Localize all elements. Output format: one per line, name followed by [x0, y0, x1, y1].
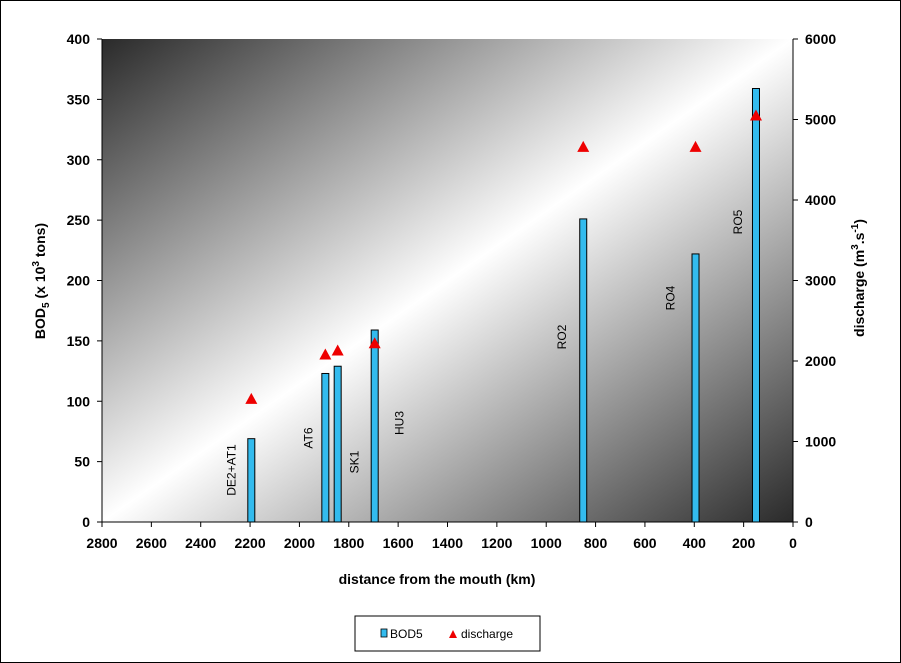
- axes-lines: [101, 39, 794, 523]
- x-tick-label: 2200: [234, 535, 265, 551]
- x-tick-label: 2000: [284, 535, 315, 551]
- legend-label-bod5: BOD5: [390, 627, 423, 641]
- bar-labels: DE2+AT1 AT6 SK1 HU3 RO2 RO4 RO5: [224, 209, 745, 495]
- x-axis-title: distance from the mouth (km): [339, 571, 536, 587]
- right-y-tick-label: 4000: [805, 192, 836, 208]
- right-y-tick-label: 3000: [805, 273, 836, 289]
- right-y-axis-title: discharge (m3.s-1): [850, 219, 867, 337]
- x-tick-label: 400: [683, 535, 707, 551]
- bar-label: RO5: [731, 209, 745, 234]
- discharge-marker: [577, 140, 590, 152]
- left-y-tick-label: 150: [67, 333, 91, 349]
- x-tick-label: 200: [732, 535, 756, 551]
- x-tick-label: 2800: [86, 535, 117, 551]
- left-y-tick-label: 50: [74, 454, 90, 470]
- legend-swatch-bod5: [380, 628, 388, 638]
- legend: BOD5 discharge: [354, 615, 541, 652]
- bar-at6: [321, 372, 330, 523]
- x-tick-label: 0: [789, 535, 797, 551]
- bar-ro2: [579, 218, 588, 523]
- x-tick-label: 1400: [432, 535, 463, 551]
- right-y-tick-label: 2000: [805, 353, 836, 369]
- x-tick-label: 1200: [481, 535, 512, 551]
- bar-hu3: [370, 329, 379, 523]
- left-y-tick-label: 200: [67, 273, 91, 289]
- right-y-tick-label: 5000: [805, 112, 836, 128]
- right-y-tick-label: 6000: [805, 31, 836, 47]
- bar-label: DE2+AT1: [224, 444, 238, 496]
- x-axis-ticks: 2800 2600 2400 2200 2000 1800 1600 1400 1200 1000…: [86, 522, 797, 551]
- left-y-axis-ticks: 0 50 100 150 200 250 300 350 400: [67, 31, 102, 530]
- legend-label-discharge: discharge: [461, 627, 513, 641]
- plot-area: [102, 39, 793, 522]
- discharge-marker: [245, 392, 258, 404]
- left-y-tick-label: 100: [67, 393, 91, 409]
- x-tick-label: 2400: [185, 535, 216, 551]
- x-tick-label: 1800: [333, 535, 364, 551]
- discharge-marker: [368, 337, 381, 349]
- x-tick-label: 600: [633, 535, 657, 551]
- x-tick-label: 1600: [383, 535, 414, 551]
- bar-ro5: [751, 88, 760, 523]
- discharge-marker: [331, 344, 344, 356]
- right-y-axis-ticks: 0 1000 2000 3000 4000 5000 6000: [793, 31, 836, 530]
- discharge-marker: [749, 109, 762, 121]
- left-y-tick-label: 400: [67, 31, 91, 47]
- left-y-tick-label: 250: [67, 212, 91, 228]
- x-tick-label: 2600: [136, 535, 167, 551]
- bar-label: SK1: [348, 450, 362, 473]
- bar-sk1: [333, 365, 342, 523]
- bar-label: RO2: [555, 324, 569, 349]
- bar-label: AT6: [301, 427, 315, 448]
- legend-swatch-discharge: [449, 630, 457, 638]
- left-y-tick-label: 300: [67, 152, 91, 168]
- discharge-marker: [689, 140, 702, 152]
- left-y-axis-title: BOD5 (x 103 tons): [31, 223, 52, 339]
- left-y-tick-label: 0: [82, 514, 90, 530]
- bar-label: HU3: [393, 411, 407, 435]
- discharge-marker: [319, 348, 332, 360]
- discharge-markers: [245, 109, 762, 404]
- x-tick-label: 800: [584, 535, 608, 551]
- bar-de2-at1: [247, 438, 256, 523]
- x-tick-label: 1000: [531, 535, 562, 551]
- right-y-tick-label: 1000: [805, 434, 836, 450]
- bar-ro4: [691, 253, 700, 523]
- right-y-tick-label: 0: [805, 514, 813, 530]
- left-y-tick-label: 350: [67, 91, 91, 107]
- bar-label: RO4: [664, 285, 678, 310]
